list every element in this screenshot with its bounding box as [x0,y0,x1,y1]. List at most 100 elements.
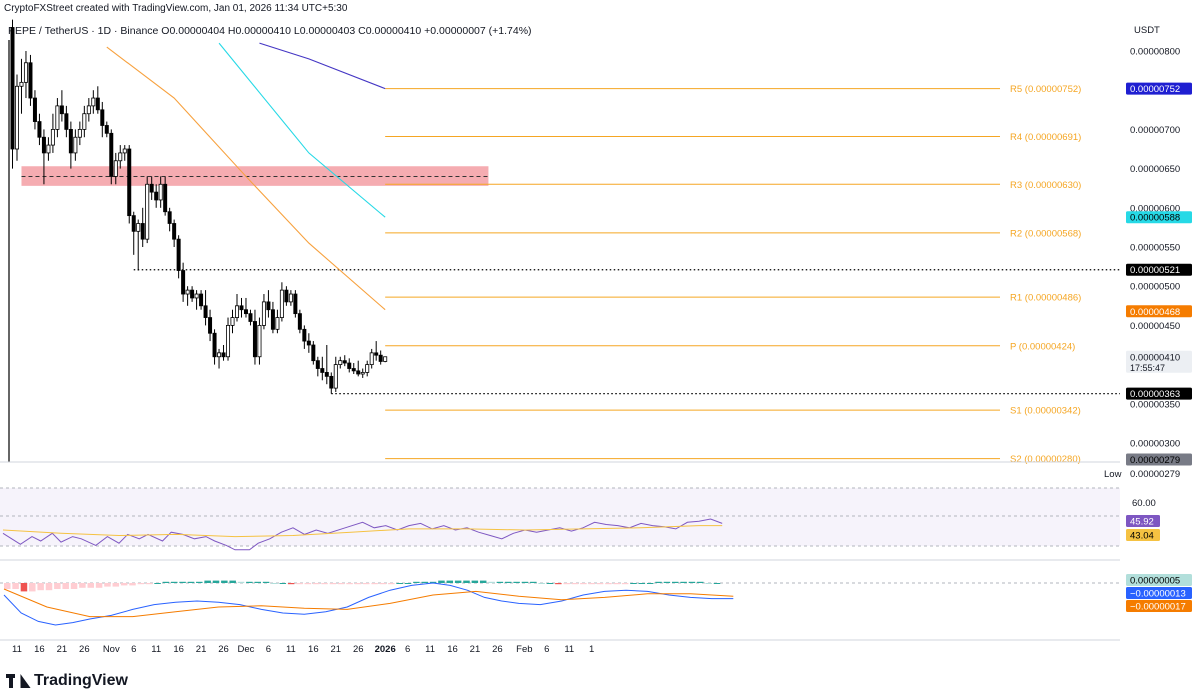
candle-down [208,317,213,334]
time-tick-label: 21 [57,644,68,655]
candle-down [199,293,204,307]
macd-histogram-bar [371,583,378,585]
candle-up [275,317,280,330]
candle-down [104,125,109,134]
ohlc-open-label: O [161,25,170,37]
pivot-level-label: R1 (0.00000486) [1010,293,1081,304]
candle-down [203,305,208,318]
candle-down [176,238,181,271]
macd-histogram-bar [154,583,161,584]
candle-down [356,370,361,375]
macd-value-tag [1126,574,1192,586]
macd-histogram-bar [204,580,211,583]
candle-down [32,97,37,122]
macd-histogram-bar [363,583,370,585]
candle-down [311,344,316,362]
candle-up [365,364,370,373]
macd-histogram-bar [271,583,278,584]
rsi-band [0,488,1120,546]
candle-up [333,364,338,389]
candle-down [239,305,244,311]
macd-histogram-bar [104,583,111,587]
candle-down [320,368,325,373]
macd-histogram-bar [613,583,621,585]
price-tag-label: 0.00000363 [1130,389,1180,400]
macd-histogram-bar [680,581,687,583]
price-tag-label: 0.00000468 [1130,307,1180,318]
candle-up [82,113,87,130]
macd-histogram-bar [338,583,345,585]
macd-histogram-bar [705,583,712,584]
price-tick-label: 0.00000500 [1130,282,1180,293]
time-tick-label: Feb [516,644,532,655]
candle-up [257,324,262,358]
macd-histogram-bar [95,583,103,588]
macd-histogram-bar [663,581,671,583]
macd-histogram-bar [697,581,704,583]
ohlc-low-label: L [293,25,300,37]
macd-histogram-bar [621,583,629,585]
rsi-pane[interactable] [0,487,1120,551]
candle-down [10,27,15,150]
candle-down [28,62,33,99]
price-pane[interactable]: R5 (0.00000752) R4 (0.00000691) R3 (0.0000… [8,19,1120,466]
macd-histogram-bar [496,581,504,583]
time-tick-label: 26 [492,644,503,655]
candle-up [185,289,190,295]
candle-up [118,152,123,162]
candle-down [306,340,311,346]
tradingview-logo[interactable]: TradingView [6,672,128,690]
candle-down [351,368,356,372]
candle-down [347,362,352,369]
rsi-value-tag [1126,529,1160,541]
macd-histogram-bar [237,581,245,583]
macd-histogram-bar [162,581,170,583]
rsi-value-label: 45.92 [1130,517,1154,528]
candle-up [91,97,96,107]
macd-histogram-bar [404,583,412,584]
candle-down [270,309,275,330]
macd-histogram-bar [321,583,328,585]
pivot-level-label: R4 (0.00000691) [1010,132,1081,143]
candle-down [154,191,159,201]
price-tick-label: 0.00000600 [1130,203,1180,214]
symbol-label[interactable]: PEPE / TetherUS · 1D · Binance [8,25,159,37]
macd-histogram-bar [672,581,679,583]
macd-histogram-bar [145,583,153,585]
macd-histogram-bar [571,583,579,585]
price-tick-label: 0.00000650 [1130,164,1180,175]
time-tick-label: 1 [589,644,594,655]
candle-up [226,324,231,358]
macd-histogram-bar [171,581,178,583]
candle-up [217,352,222,358]
macd-histogram-bar [62,583,69,589]
time-tick-label: 21 [330,644,341,655]
time-tick-label: 2026 [375,644,396,655]
candle-down [243,309,248,315]
candle-down [302,328,307,342]
candle-down [190,289,195,299]
candle-down [329,375,334,389]
macd-histogram-bar [454,580,462,583]
macd-histogram-bar [304,583,312,585]
macd-histogram-bar [379,583,387,585]
price-tag-label: 0.00000588 [1130,213,1180,224]
rsi-value-tag [1126,515,1160,527]
macd-histogram-bar [45,583,53,591]
rsi-ma-line [2,525,723,538]
candle-down [131,215,136,232]
macd-pane[interactable] [0,580,1120,626]
macd-histogram-bar [254,581,261,583]
macd-histogram-bar [638,583,646,584]
pivot-level-label: R5 (0.00000752) [1010,84,1081,95]
candle-up [145,183,150,240]
rsi-value-label: 43.04 [1130,531,1154,542]
macd-histogram-bar [179,581,186,583]
macd-histogram-bar [129,583,136,586]
time-tick-label: 11 [151,644,161,655]
candle-down [297,313,302,330]
macd-histogram-bar [463,580,470,583]
ohlc-high: 0.00000410 [235,25,291,37]
candle-down [68,128,73,154]
